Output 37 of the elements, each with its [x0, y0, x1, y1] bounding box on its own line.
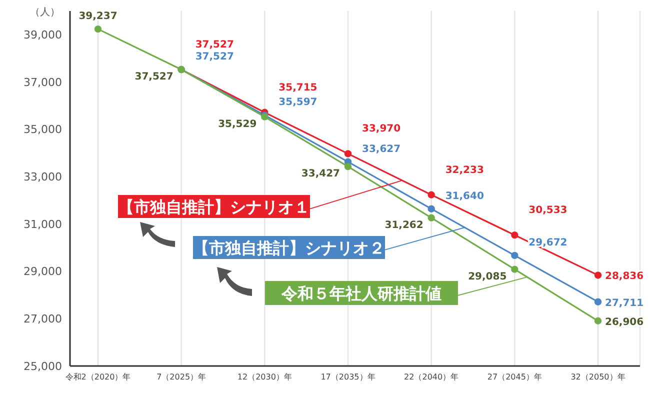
y-tick-label: 35,000	[24, 123, 62, 136]
x-tick-label: 32（2050）年	[570, 372, 626, 382]
y-tick-label: 25,000	[24, 360, 62, 373]
x-tick-label: 17（2035）年	[320, 372, 376, 382]
x-tick-label: 令和2（2020）年	[65, 372, 131, 382]
y-tick-label: 27,000	[24, 312, 62, 326]
legend-label: 【市独自推計】シナリオ２	[193, 238, 385, 258]
data-label: 29,085	[468, 271, 507, 282]
y-tick-label: 29,000	[24, 265, 62, 278]
text: 【市独自推計】シナリオ１	[118, 198, 310, 216]
data-label: 31,640	[445, 190, 484, 202]
data-label: 32,233	[445, 164, 484, 176]
data-label: 35,529	[218, 118, 257, 130]
data-label: 37,527	[195, 52, 234, 63]
data-label: 27,711	[605, 298, 644, 309]
legend-label: 令和５年社人研推計値	[280, 284, 442, 303]
data-label: 33,427	[301, 168, 340, 180]
data-label: 37,527	[134, 72, 174, 83]
data-label: 31,262	[384, 220, 424, 231]
y-axis-title: （人）	[30, 7, 60, 18]
data-label: 39,237	[78, 11, 118, 22]
x-tick-label: 7（2025）年	[156, 372, 206, 382]
x-tick-label: 27（2045）年	[487, 372, 542, 382]
y-tick-label: 39,000	[24, 28, 62, 42]
data-label: 26,906	[605, 316, 644, 328]
x-tick-label: 22（2040）年	[404, 372, 459, 382]
data-label: 30,533	[528, 205, 568, 216]
y-tick-label: 33,000	[24, 170, 62, 184]
x-tick-label: 12（2030）年	[237, 372, 292, 382]
data-label: 33,627	[362, 144, 401, 155]
data-label: 33,970	[362, 124, 401, 135]
data-label: 28,836	[605, 271, 644, 282]
y-tick-label: 37,000	[24, 76, 62, 89]
data-label: 35,715	[278, 82, 318, 94]
data-label: 37,527	[195, 40, 234, 51]
data-label: 35,597	[278, 97, 318, 108]
y-tick-label: 31,000	[24, 218, 62, 231]
